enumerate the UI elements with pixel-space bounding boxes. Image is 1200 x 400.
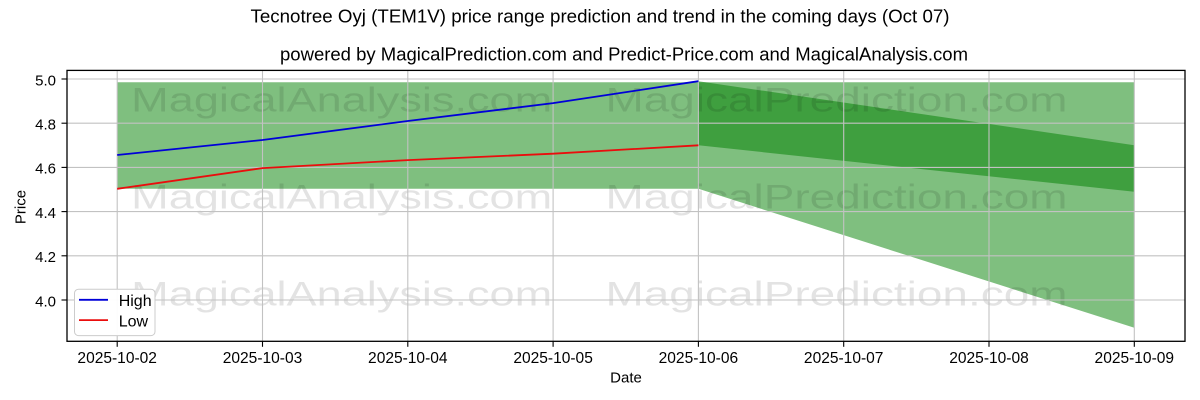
- svg-text:4.8: 4.8: [35, 117, 56, 134]
- svg-text:MagicalAnalysis.com: MagicalAnalysis.com: [131, 276, 552, 314]
- svg-text:MagicalPrediction.com: MagicalPrediction.com: [606, 276, 1068, 314]
- svg-text:4.0: 4.0: [35, 293, 56, 310]
- svg-text:High: High: [119, 293, 152, 310]
- svg-text:4.2: 4.2: [35, 249, 56, 266]
- svg-text:2025-10-02: 2025-10-02: [77, 350, 157, 367]
- svg-text:2025-10-09: 2025-10-09: [1095, 350, 1175, 367]
- svg-text:2025-10-03: 2025-10-03: [223, 350, 303, 367]
- svg-text:MagicalAnalysis.com: MagicalAnalysis.com: [131, 179, 552, 217]
- svg-text:Price: Price: [12, 190, 29, 224]
- svg-text:2025-10-06: 2025-10-06: [659, 350, 739, 367]
- svg-text:MagicalAnalysis.com: MagicalAnalysis.com: [131, 82, 552, 120]
- svg-text:Date: Date: [610, 370, 642, 387]
- svg-text:2025-10-08: 2025-10-08: [949, 350, 1029, 367]
- svg-text:2025-10-07: 2025-10-07: [804, 350, 884, 367]
- svg-text:MagicalPrediction.com: MagicalPrediction.com: [606, 179, 1068, 217]
- svg-text:4.6: 4.6: [35, 161, 56, 178]
- svg-text:2025-10-05: 2025-10-05: [513, 350, 593, 367]
- svg-text:5.0: 5.0: [35, 72, 56, 89]
- svg-text:Low: Low: [119, 313, 149, 330]
- svg-text:4.4: 4.4: [35, 205, 56, 222]
- svg-text:Tecnotree Oyj (TEM1V) price ra: Tecnotree Oyj (TEM1V) price range predic…: [251, 5, 950, 26]
- svg-text:MagicalPrediction.com: MagicalPrediction.com: [606, 82, 1068, 120]
- svg-text:2025-10-04: 2025-10-04: [368, 350, 448, 367]
- svg-text:powered by MagicalPrediction.c: powered by MagicalPrediction.com and Pre…: [280, 44, 968, 65]
